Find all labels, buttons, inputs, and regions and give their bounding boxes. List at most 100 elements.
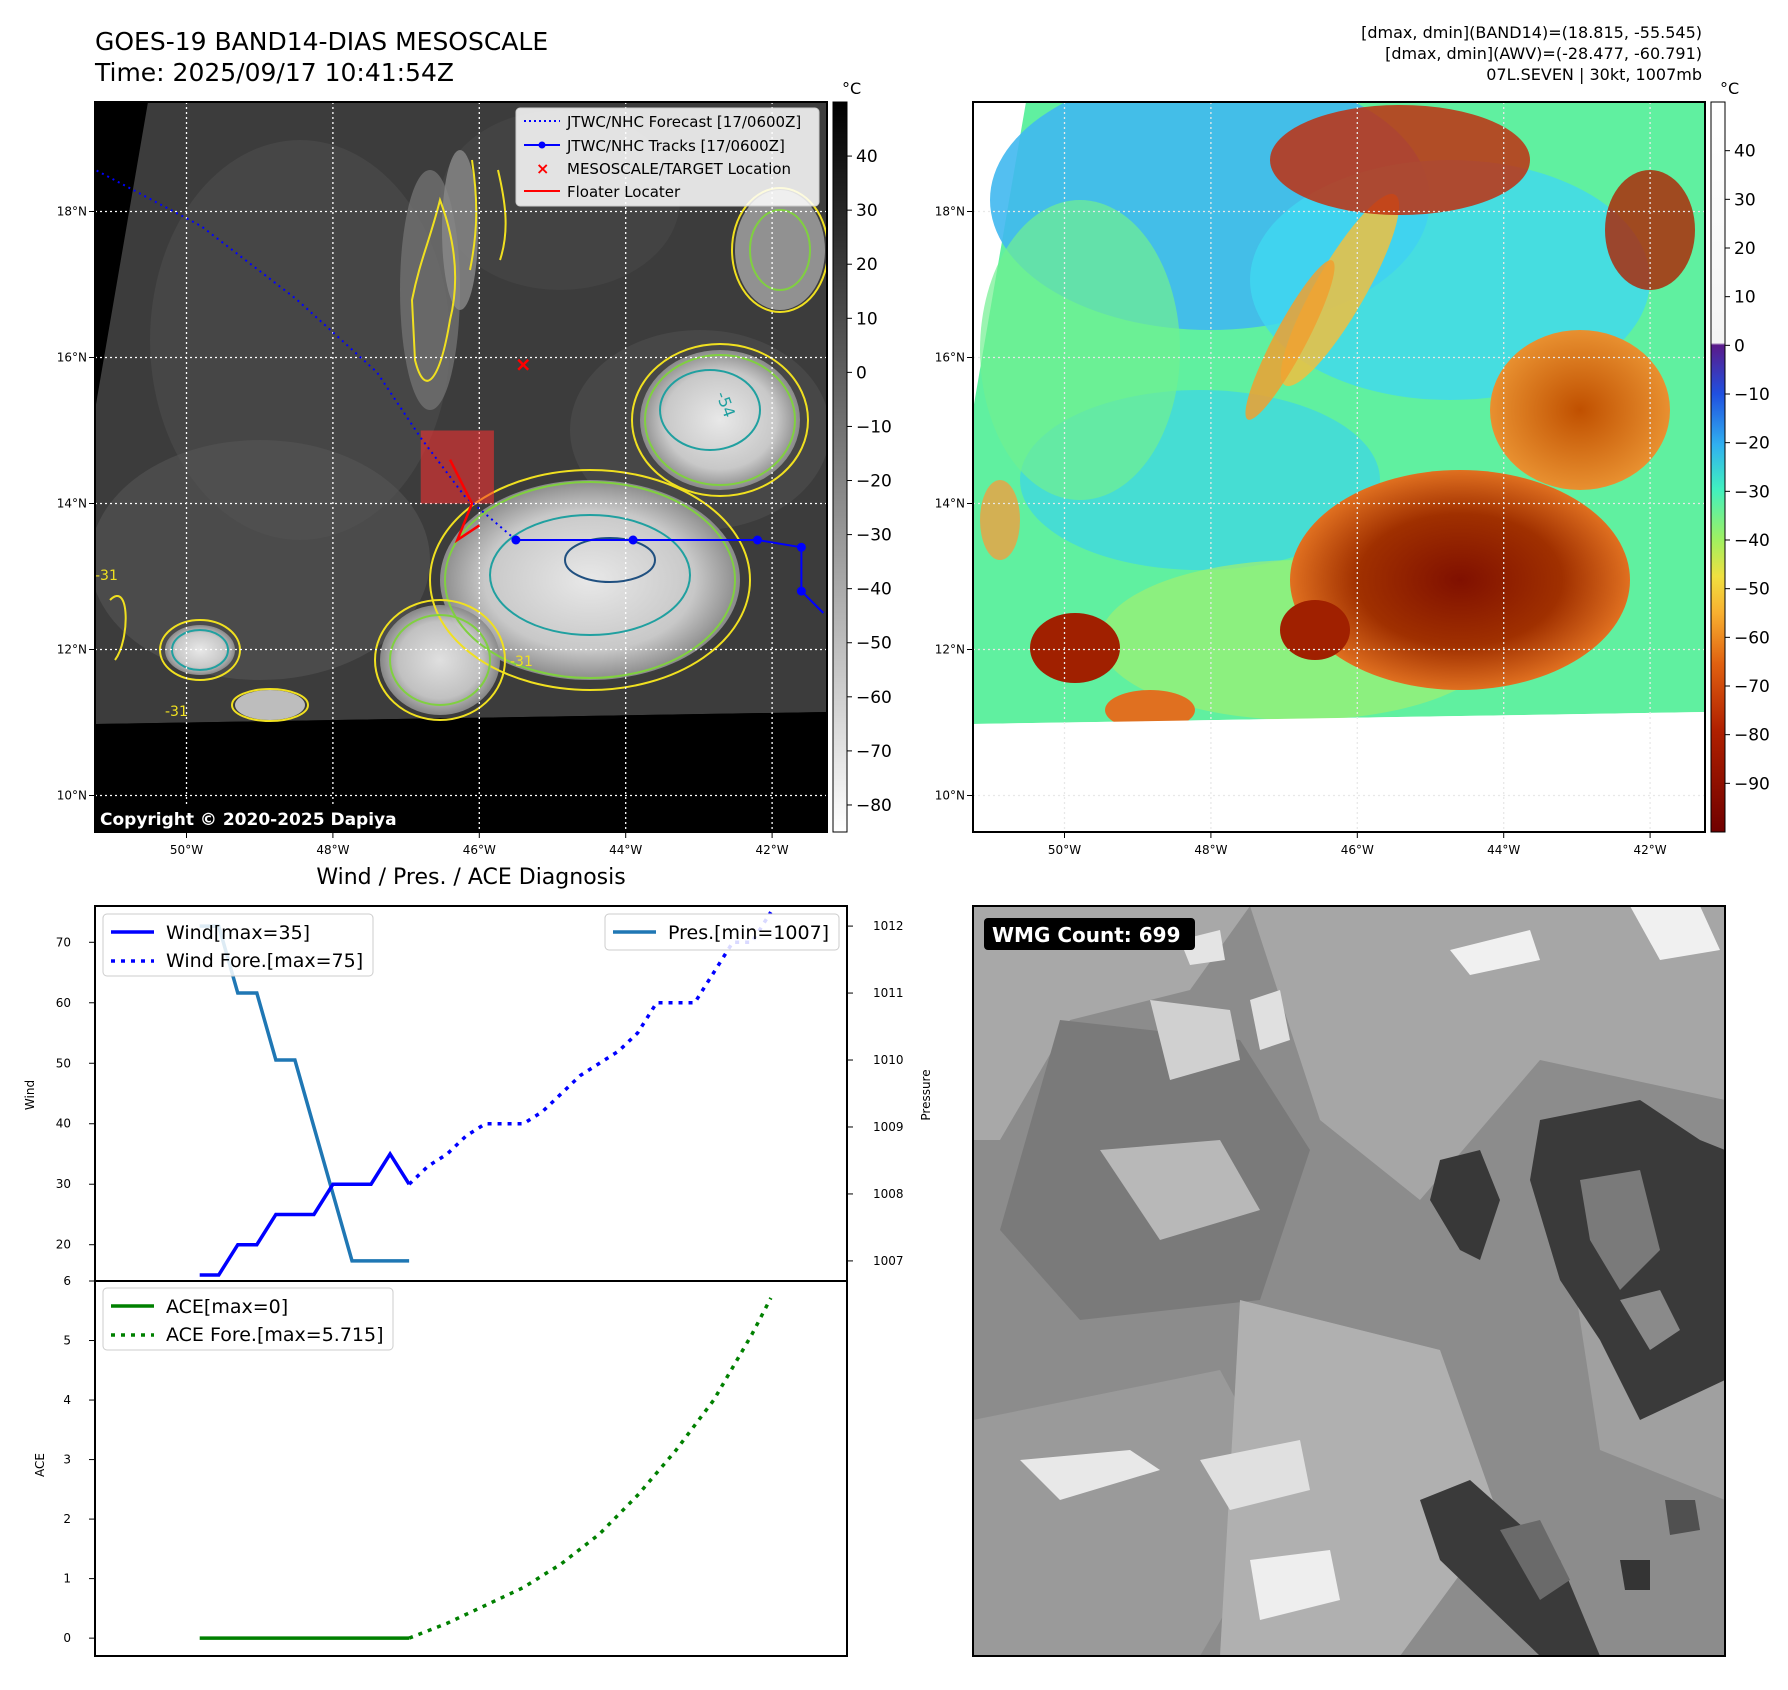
band14-map: -54 -31 -31 -31 JTWC/NHC Forecast [17/06…: [57, 101, 828, 857]
lon-tick-label: 50°W: [170, 843, 203, 857]
forecast-track: [95, 168, 517, 541]
band14-frame: [94, 101, 828, 833]
series-line: [199, 1150, 411, 1277]
best-track: [511, 535, 825, 614]
storm-info: 07L.SEVEN | 30kt, 1007mb: [1486, 65, 1702, 84]
colorbar-tick-label: −80: [1734, 726, 1770, 746]
colorbar-tick-label: −30: [1734, 482, 1770, 502]
best-track-point: [752, 535, 762, 545]
colorbar-tick-label: −10: [856, 417, 892, 437]
diagnosis-title: Wind / Pres. / ACE Diagnosis: [316, 865, 625, 890]
map-legend: JTWC/NHC Forecast [17/0600Z] JTWC/NHC Tr…: [515, 107, 820, 207]
contour-label-4: -31: [95, 568, 118, 584]
lat-tick-label: 14°N: [935, 497, 965, 511]
ace-axis-ticks: 0 1 2 3 4 5 6: [63, 1274, 95, 1645]
gridlines: [973, 102, 1705, 832]
best-track-point: [511, 535, 521, 545]
legend-forecast-label: JTWC/NHC Forecast [17/0600Z]: [566, 113, 801, 131]
y-tick-label: 0: [63, 1631, 71, 1645]
y2-tick-label: 1008: [873, 1187, 904, 1201]
wind-legend: Wind[max=35] Wind Fore.[max=75]: [102, 913, 374, 977]
awv-map: 50°W 48°W 46°W 44°W 42°W 18°N 16°N 14°N 12°N 10°N: [935, 101, 1706, 857]
y2-tick-label: 1009: [873, 1120, 904, 1134]
colorbar-tick-label: −70: [856, 742, 892, 762]
floater-locater: [448, 459, 480, 544]
colorbar-tick-label: −10: [1734, 385, 1770, 405]
colorbar-tick-label: −40: [1734, 531, 1770, 551]
wind-pressure-plot: 20 30 40 50 60 70 1007 1008 1009 1010 1011 1012 Wi…: [23, 905, 933, 1282]
y2-tick-label: 1011: [873, 986, 904, 1000]
colorbar-tick-label: 20: [856, 255, 878, 275]
colorbar-tick-label: 0: [856, 363, 867, 383]
colorbar-tick-label: −40: [856, 580, 892, 600]
colorbar-tick-label: 40: [1734, 142, 1756, 162]
legend-pres-label: Pres.[min=1007]: [668, 922, 829, 944]
colorbar-tick-label: 0: [1734, 336, 1745, 356]
awv-colorbar: °C 40 30 20 10 0 −10 −20 −30 −40 −50 −60 −70 −80 −90: [1710, 79, 1770, 833]
pressure-axis-ticks: 1007 1008 1009 1010 1011 1012: [847, 919, 904, 1268]
lon-tick-label: 46°W: [1341, 843, 1374, 857]
target-x-stroke: [517, 358, 530, 371]
colorbar-tick-label: −90: [1734, 774, 1770, 794]
y-tick-label: 6: [63, 1274, 71, 1288]
colorbar-tick-label: 10: [1734, 288, 1756, 308]
pressure-axis-label: Pressure: [919, 1069, 933, 1120]
lon-tick-label: 48°W: [316, 843, 349, 857]
figure-time: Time: 2025/09/17 10:41:54Z: [94, 58, 454, 87]
series-line: [199, 924, 410, 1263]
contour-label-2: -31: [510, 654, 533, 670]
colorbar-tick-label: −20: [1734, 434, 1770, 454]
colorbar-tick-label: −50: [1734, 580, 1770, 600]
colorbar-tick-label: −80: [856, 796, 892, 816]
colorbar-tick-label: −20: [856, 472, 892, 492]
colorbar-tick-label: 10: [856, 309, 878, 329]
best-track-point: [796, 586, 806, 596]
series-line: [407, 911, 773, 1186]
wmg-count-label: WMG Count: 699: [992, 923, 1181, 947]
colorbar-tick-label: 20: [1734, 239, 1756, 259]
wmg-panel: WMG Count: 699: [972, 905, 1726, 1657]
y-tick-label: 20: [56, 1238, 71, 1252]
colorbar-tick-label: 30: [856, 201, 878, 221]
lat-tick-label: 16°N: [935, 351, 965, 365]
colorbar-tick-label: −30: [856, 526, 892, 546]
wind-axis-label: Wind: [23, 1080, 37, 1110]
band14-colorbar-unit: °C: [842, 79, 861, 98]
figure-title: GOES-19 BAND14-DIAS MESOSCALE: [95, 27, 548, 56]
wmg-frame: [972, 905, 1726, 1657]
legend-ace-fore-label: ACE Fore.[max=5.715]: [166, 1324, 384, 1346]
legend-track-label: JTWC/NHC Tracks [17/0600Z]: [566, 137, 785, 155]
lat-tick-label: 10°N: [935, 789, 965, 803]
copyright-text: Copyright © 2020-2025 Dapiya: [100, 810, 397, 830]
lon-tick-label: 50°W: [1048, 843, 1081, 857]
wmg-imagery: [973, 906, 1725, 1656]
y2-tick-label: 1010: [873, 1053, 904, 1067]
y-tick-label: 50: [56, 1056, 71, 1070]
lon-tick-label: 44°W: [609, 843, 642, 857]
colorbar-tick-label: −70: [1734, 677, 1770, 697]
best-track-point: [796, 542, 806, 552]
contours: [109, 159, 827, 722]
y-tick-label: 40: [56, 1117, 71, 1131]
copyright-box: [95, 804, 407, 832]
wind-series: [199, 911, 773, 1277]
band14-imagery: -54 -31 -31 -31: [95, 102, 827, 832]
legend-floater-label: Floater Locater: [567, 183, 681, 201]
lat-tick-label: 12°N: [935, 643, 965, 657]
y-tick-label: 1: [63, 1572, 71, 1586]
awv-imagery: [973, 102, 1705, 832]
lat-tick-label: 14°N: [57, 497, 87, 511]
legend-wind-fore-label: Wind Fore.[max=75]: [166, 950, 363, 972]
lat-tick-label: 12°N: [57, 643, 87, 657]
awv-colorbar-ticks: 40 30 20 10 0 −10 −20 −30 −40 −50 −60 −70 −80 −90: [1725, 142, 1770, 794]
lat-tick-label: 16°N: [57, 351, 87, 365]
lon-tick-label: 46°W: [463, 843, 496, 857]
y-tick-label: 70: [56, 935, 71, 949]
ace-series: [199, 1297, 773, 1640]
contour-label-3: -31: [165, 704, 188, 720]
best-track-line: [515, 539, 825, 614]
lon-tick-label: 42°W: [1634, 843, 1667, 857]
stats-band14: [dmax, dmin](BAND14)=(18.815, -55.545): [1361, 23, 1702, 42]
legend-ace-label: ACE[max=0]: [166, 1296, 288, 1318]
